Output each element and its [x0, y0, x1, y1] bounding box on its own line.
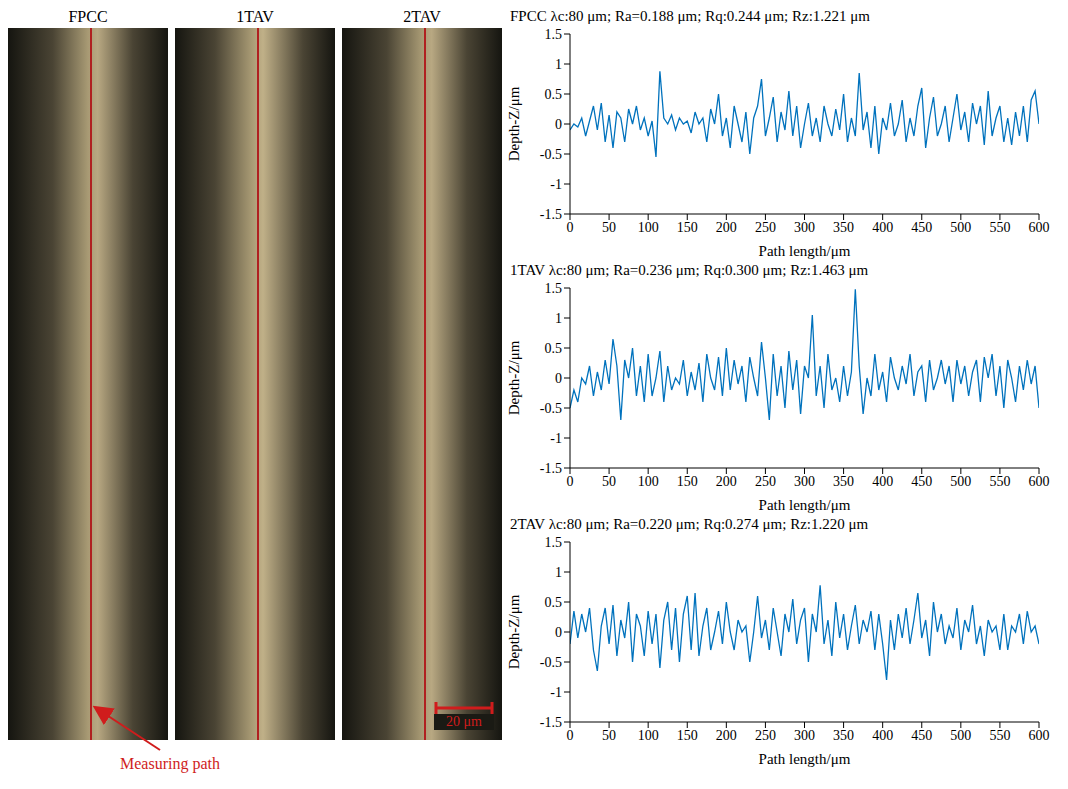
html-text:FPCC: FPCC — [68, 8, 108, 25]
svg-text:Depth-Z/μm: Depth-Z/μm — [506, 340, 522, 415]
svg-text:100: 100 — [638, 220, 659, 235]
svg-text:300: 300 — [794, 220, 815, 235]
svg-text:-1.5: -1.5 — [540, 207, 562, 222]
svg-text:50: 50 — [602, 220, 616, 235]
svg-text:-1: -1 — [550, 177, 562, 192]
svg-text:250: 250 — [755, 728, 776, 743]
svg-text:600: 600 — [1029, 728, 1050, 743]
svg-text:150: 150 — [677, 220, 698, 235]
svg-text:100: 100 — [638, 728, 659, 743]
svg-text:0.5: 0.5 — [545, 341, 563, 356]
svg-text:0: 0 — [555, 117, 562, 132]
svg-text:0: 0 — [567, 474, 574, 489]
svg-text:450: 450 — [911, 474, 932, 489]
svg-text:250: 250 — [755, 474, 776, 489]
svg-text:1: 1 — [555, 57, 562, 72]
svg-text:-0.5: -0.5 — [540, 655, 562, 670]
svg-text:100: 100 — [638, 474, 659, 489]
svg-text:550: 550 — [989, 474, 1010, 489]
svg-text:600: 600 — [1029, 220, 1050, 235]
svg-text:1.5: 1.5 — [545, 535, 563, 550]
svg-text:150: 150 — [677, 474, 698, 489]
svg-text:-1.5: -1.5 — [540, 461, 562, 476]
svg-text:550: 550 — [989, 220, 1010, 235]
svg-text:300: 300 — [794, 728, 815, 743]
svg-text:-1: -1 — [550, 431, 562, 446]
svg-text:1.5: 1.5 — [545, 27, 563, 42]
svg-text:Path length/μm: Path length/μm — [759, 751, 851, 767]
svg-text:0: 0 — [555, 371, 562, 386]
svg-text:450: 450 — [911, 220, 932, 235]
html-text:1TAV: 1TAV — [236, 8, 274, 25]
svg-text:0.5: 0.5 — [545, 87, 563, 102]
svg-text:50: 50 — [602, 474, 616, 489]
svg-text:350: 350 — [833, 474, 854, 489]
svg-text:200: 200 — [716, 474, 737, 489]
svg-text:250: 250 — [755, 220, 776, 235]
svg-text:0: 0 — [567, 220, 574, 235]
svg-text:400: 400 — [872, 728, 893, 743]
svg-text:350: 350 — [833, 728, 854, 743]
html-text:FPCC λc:80 μm; Ra=0.188 μm; Rq: FPCC λc:80 μm; Ra=0.188 μm; Rq:0.244 μm;… — [510, 8, 870, 24]
svg-text:400: 400 — [872, 220, 893, 235]
svg-text:Depth-Z/μm: Depth-Z/μm — [506, 594, 522, 669]
svg-text:150: 150 — [677, 728, 698, 743]
svg-text:450: 450 — [911, 728, 932, 743]
svg-text:1: 1 — [555, 311, 562, 326]
html-text:1TAV λc:80 μm; Ra=0.236 μm; Rq: 1TAV λc:80 μm; Ra=0.236 μm; Rq:0.300 μm;… — [510, 262, 869, 278]
svg-text:0.5: 0.5 — [545, 595, 563, 610]
svg-text:0: 0 — [555, 625, 562, 640]
html-text:20 μm: 20 μm — [446, 714, 482, 729]
svg-text:0: 0 — [567, 728, 574, 743]
svg-text:550: 550 — [989, 728, 1010, 743]
svg-text:300: 300 — [794, 474, 815, 489]
svg-text:-0.5: -0.5 — [540, 401, 562, 416]
svg-text:200: 200 — [716, 728, 737, 743]
svg-text:Path length/μm: Path length/μm — [759, 497, 851, 513]
svg-text:500: 500 — [950, 728, 971, 743]
svg-text:200: 200 — [716, 220, 737, 235]
html-text:2TAV λc:80 μm; Ra=0.220 μm; Rq: 2TAV λc:80 μm; Ra=0.220 μm; Rq:0.274 μm;… — [510, 516, 869, 532]
svg-text:-1: -1 — [550, 685, 562, 700]
svg-text:-0.5: -0.5 — [540, 147, 562, 162]
svg-text:500: 500 — [950, 474, 971, 489]
svg-text:Path length/μm: Path length/μm — [759, 243, 851, 259]
html-text:2TAV: 2TAV — [403, 8, 441, 25]
svg-text:400: 400 — [872, 474, 893, 489]
svg-text:1: 1 — [555, 565, 562, 580]
svg-text:Depth-Z/μm: Depth-Z/μm — [506, 86, 522, 161]
html-text:Measuring path: Measuring path — [120, 755, 220, 772]
svg-text:500: 500 — [950, 220, 971, 235]
svg-text:-1.5: -1.5 — [540, 715, 562, 730]
svg-text:1.5: 1.5 — [545, 281, 563, 296]
svg-text:600: 600 — [1029, 474, 1050, 489]
svg-text:350: 350 — [833, 220, 854, 235]
svg-text:50: 50 — [602, 728, 616, 743]
